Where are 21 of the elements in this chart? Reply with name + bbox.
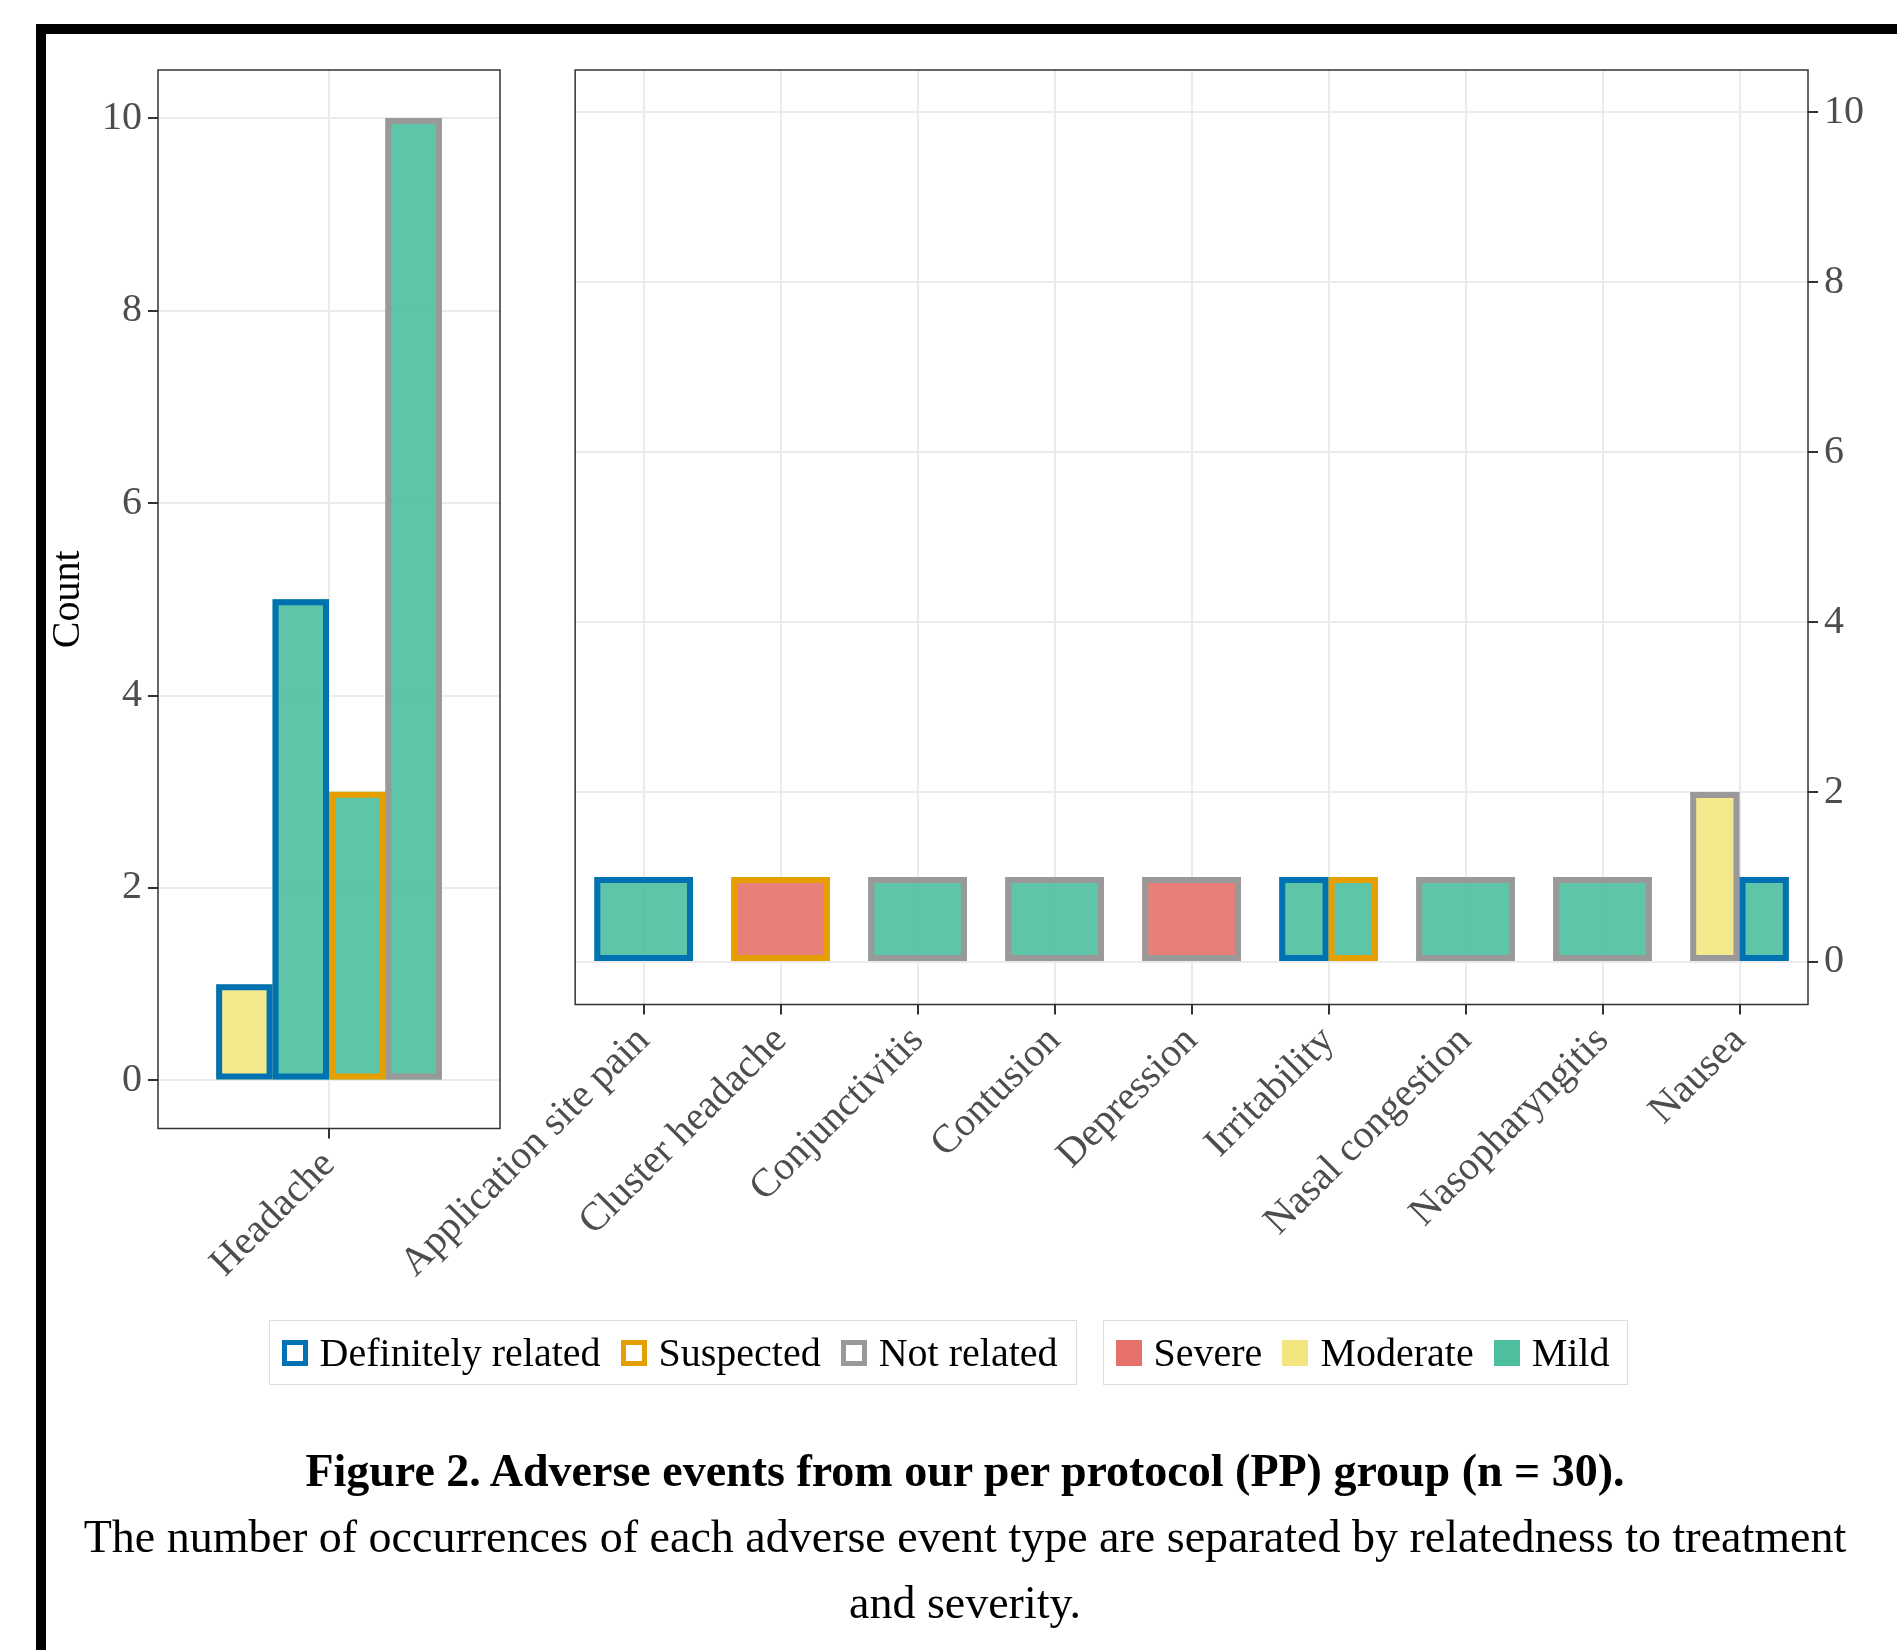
y-tick-label: 2 [1824, 766, 1844, 812]
text: Figure 2. Adverse events from our per protocol (PP) group (n = 30). [304, 1444, 1626, 1498]
y-tick-label: 4 [122, 670, 142, 716]
y-axis-title: Count [42, 550, 88, 649]
text: Suspected [658, 1329, 821, 1376]
y-tick-label: 10 [1824, 86, 1864, 132]
y-tick-label: 0 [122, 1054, 142, 1100]
y-tick-label: 6 [1824, 426, 1844, 472]
text: Moderate [1320, 1329, 1474, 1376]
text: The number of occurrences of each adverse event type are separated by relatedness to treatment and severity. [83, 1511, 1847, 1628]
y-tick-label: 0 [1824, 936, 1844, 982]
text: Severe [1153, 1329, 1263, 1376]
y-tick-label: 10 [102, 92, 142, 138]
y-tick-label: 2 [122, 862, 142, 908]
y-tick-label: 4 [1824, 596, 1844, 642]
y-tick-label: 8 [122, 285, 142, 331]
text: Definitely related [319, 1329, 601, 1376]
text: Mild [1531, 1329, 1610, 1376]
y-tick-label: 8 [1824, 256, 1844, 302]
y-tick-label: 6 [122, 477, 142, 523]
text: Not related [878, 1329, 1058, 1376]
